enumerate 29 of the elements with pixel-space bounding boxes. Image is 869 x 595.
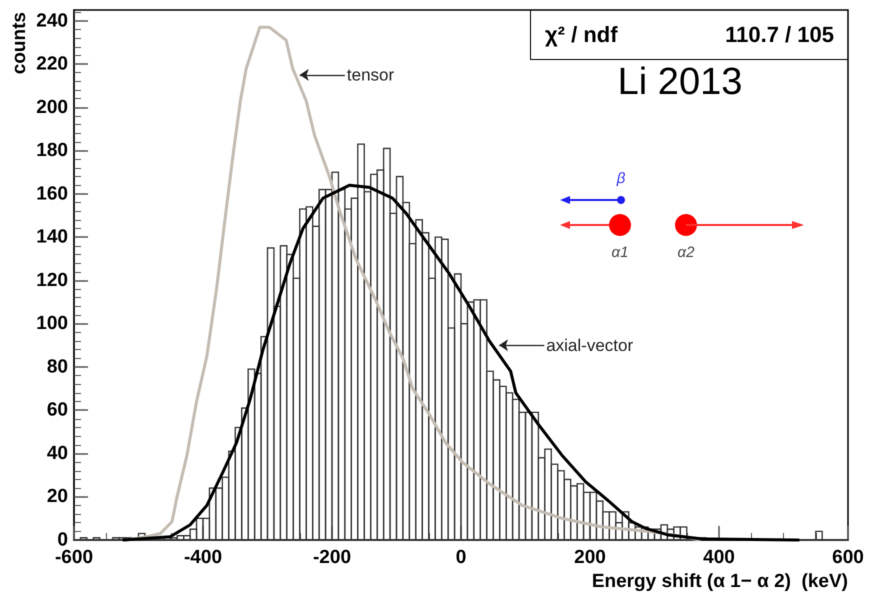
- y-tick-label: 60: [46, 400, 68, 421]
- annotation: χ² / ndf: [545, 22, 618, 48]
- x-tick-label: -400: [184, 547, 222, 568]
- annotation: α1: [612, 244, 628, 261]
- x-tick-label: 0: [456, 547, 466, 568]
- y-tick-label: 80: [46, 356, 68, 378]
- y-tick-label: 240: [36, 10, 68, 32]
- x-tick-label: 400: [703, 547, 735, 568]
- y-tick-label: 220: [36, 54, 68, 75]
- annotation: α2: [678, 244, 694, 261]
- annotation: Li 2013: [618, 61, 742, 103]
- annotation: axial-vector: [546, 336, 634, 355]
- y-axis-title: counts: [9, 12, 30, 74]
- y-tick-label: 160: [36, 183, 68, 204]
- y-tick-label: 40: [46, 442, 68, 464]
- annotation: 110.7 / 105: [725, 22, 834, 48]
- annotation: tensor: [346, 65, 394, 84]
- y-tick-label: 20: [46, 486, 68, 508]
- x-tick-label: 200: [574, 547, 606, 568]
- y-tick-label: 120: [36, 270, 68, 291]
- fit-stats-box: χ² / ndf 110.7 / 105: [530, 10, 848, 60]
- y-tick-label: 180: [36, 140, 68, 162]
- x-tick-label: -200: [312, 547, 352, 568]
- y-tick-label: 100: [36, 313, 68, 334]
- x-tick-label: 600: [832, 547, 864, 568]
- y-tick-label: 200: [36, 96, 68, 118]
- x-axis-title: Energy shift (α 1− α 2) (keV): [592, 571, 848, 592]
- annotation: β: [616, 170, 626, 187]
- y-tick-label: 140: [36, 226, 68, 248]
